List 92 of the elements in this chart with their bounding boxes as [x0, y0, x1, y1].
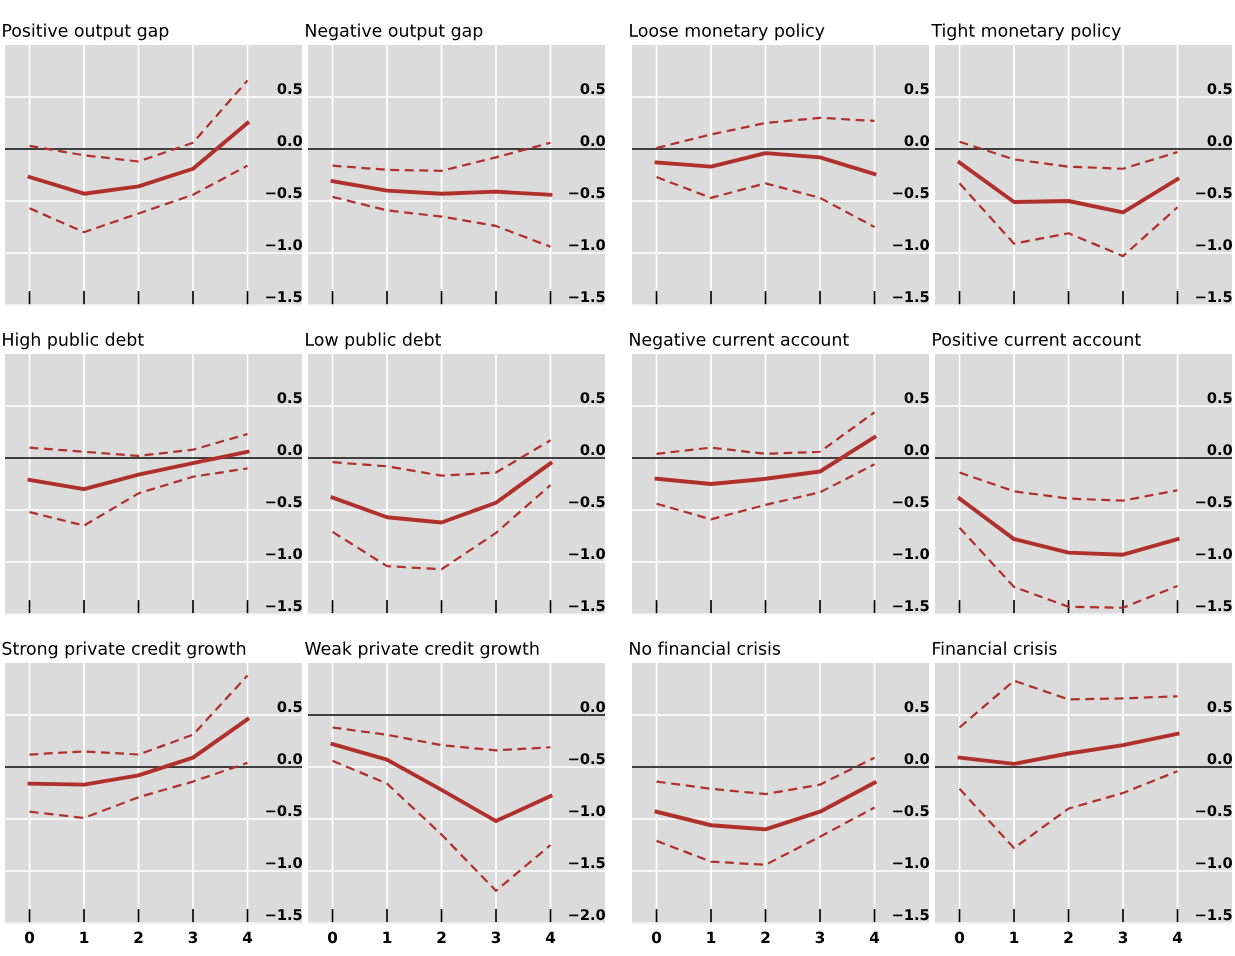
y-tick-label: −1.0	[893, 548, 929, 560]
y-tick-label: −0.5	[893, 805, 929, 817]
x-tick-label: 2	[761, 931, 770, 943]
y-tick-label: 0.0	[904, 444, 929, 456]
y-tick-label: 0.0	[580, 444, 605, 456]
chart-title: Low public debt	[306, 332, 442, 350]
y-tick-label: −1.5	[893, 909, 929, 921]
x-tick-label: 3	[188, 931, 198, 944]
x-tick-label: 4	[545, 931, 556, 943]
y-tick-label: 0.0	[580, 135, 605, 147]
x-tick-label: 2	[437, 931, 446, 943]
x-tick-label: 1	[383, 931, 392, 943]
y-tick-label: 0.5	[1207, 701, 1232, 713]
y-tick-label: −1.5	[569, 857, 605, 869]
y-tick-label: −0.5	[1196, 805, 1232, 817]
x-tick-label: 2	[1064, 931, 1073, 943]
chart-title: Strong private credit growth	[2, 641, 246, 659]
y-tick-label: −1.5	[1196, 600, 1232, 612]
y-tick-label: 0.0	[1207, 753, 1232, 765]
x-tick-label: 0	[954, 931, 965, 944]
y-tick-label: −1.0	[1196, 548, 1232, 560]
y-tick-label: −1.5	[569, 600, 605, 612]
x-tick-label: 0	[24, 931, 35, 944]
chart-title: No financial crisis	[630, 641, 781, 655]
x-tick-label: 1	[707, 931, 716, 943]
y-tick-label: −1.5	[893, 600, 929, 612]
y-tick-label: −2.0	[569, 909, 605, 921]
x-tick-label: 4	[242, 931, 253, 943]
x-tick-label: 1	[80, 931, 89, 943]
y-tick-label: 0.5	[904, 83, 929, 95]
y-tick-label: 0.5	[1207, 83, 1232, 95]
x-tick-label: 3	[1118, 931, 1128, 944]
y-tick-label: −1.0	[266, 548, 302, 560]
y-tick-label: −0.5	[266, 187, 302, 199]
y-tick-label: 0.0	[904, 753, 929, 765]
y-tick-label: −1.5	[266, 600, 302, 612]
y-tick-label: 0.0	[1207, 444, 1232, 456]
y-tick-label: −1.5	[1196, 291, 1232, 303]
y-tick-label: −0.5	[569, 187, 605, 199]
x-tick-label: 4	[1172, 931, 1183, 943]
y-tick-label: 0.5	[277, 701, 302, 713]
y-tick-label: −1.5	[1196, 909, 1232, 921]
y-tick-label: −0.5	[569, 496, 605, 508]
x-tick-label: 2	[134, 931, 143, 943]
x-tick-label: 4	[869, 931, 880, 943]
y-tick-label: −1.0	[1196, 239, 1232, 251]
chart-title: High public debt	[3, 332, 144, 350]
x-tick-label: 1	[1010, 931, 1019, 943]
chart-title: Financial crisis	[933, 641, 1057, 655]
x-tick-label: 3	[491, 931, 501, 944]
x-tick-label: 0	[327, 931, 338, 944]
y-tick-label: 0.5	[277, 392, 302, 404]
chart-title: Loose monetary policy	[630, 23, 825, 41]
y-tick-label: −1.5	[569, 291, 605, 303]
y-tick-label: −1.0	[893, 239, 929, 251]
y-tick-label: −1.0	[569, 548, 605, 560]
y-tick-label: 0.5	[580, 83, 605, 95]
y-tick-label: −1.0	[893, 857, 929, 869]
y-tick-label: 0.0	[277, 753, 302, 765]
chart-title: Tight monetary policy	[931, 23, 1121, 41]
y-tick-label: −1.0	[266, 239, 302, 251]
chart-title: Positive output gap	[3, 23, 169, 41]
y-tick-label: 0.0	[277, 135, 302, 147]
y-tick-label: 0.0	[277, 444, 302, 456]
y-tick-label: 0.5	[904, 392, 929, 404]
chart-title: Positive current account	[933, 332, 1141, 346]
y-tick-label: −0.5	[1196, 187, 1232, 199]
y-tick-label: −1.5	[266, 909, 302, 921]
chart-title: Negative output gap	[306, 23, 483, 41]
y-tick-label: −1.0	[569, 805, 605, 817]
y-tick-label: 0.5	[277, 83, 302, 95]
y-tick-label: −0.5	[1196, 496, 1232, 508]
x-tick-label: 0	[651, 931, 662, 944]
y-tick-label: 0.5	[580, 392, 605, 404]
y-tick-label: 0.0	[1207, 135, 1232, 147]
chart-title: Weak private credit growth	[305, 641, 539, 659]
y-tick-label: 0.0	[904, 135, 929, 147]
y-tick-label: −1.5	[893, 291, 929, 303]
chart-title: Negative current account	[630, 332, 849, 350]
y-tick-label: 0.5	[904, 701, 929, 713]
y-tick-label: −1.0	[266, 857, 302, 869]
y-tick-label: −0.5	[893, 496, 929, 508]
y-tick-label: −0.5	[266, 496, 302, 508]
y-tick-label: −1.5	[266, 291, 302, 303]
y-tick-label: −1.0	[569, 239, 605, 251]
y-tick-label: −0.5	[569, 753, 605, 765]
y-tick-label: −0.5	[893, 187, 929, 199]
y-tick-label: 0.0	[580, 701, 605, 713]
y-tick-label: 0.5	[1207, 392, 1232, 404]
y-tick-label: −1.0	[1196, 857, 1232, 869]
y-tick-label: −0.5	[266, 805, 302, 817]
x-tick-label: 3	[815, 931, 825, 944]
